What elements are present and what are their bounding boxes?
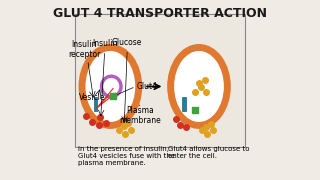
Text: GLUT 4 TRANSPORTER ACTION: GLUT 4 TRANSPORTER ACTION	[53, 7, 267, 20]
Text: Glucose: Glucose	[112, 38, 142, 47]
Text: Vesicle: Vesicle	[79, 93, 106, 102]
Ellipse shape	[82, 48, 139, 125]
FancyBboxPatch shape	[75, 14, 245, 147]
Text: Glut4: Glut4	[137, 82, 158, 91]
Text: Plasma
membrane: Plasma membrane	[119, 106, 161, 125]
Bar	[182, 97, 186, 111]
Ellipse shape	[101, 76, 121, 97]
Text: Insulin
receptor: Insulin receptor	[68, 40, 100, 59]
Bar	[94, 97, 97, 111]
Text: Insulin: Insulin	[92, 39, 117, 48]
Ellipse shape	[171, 48, 227, 125]
Text: In the presence of insulin,
Glut4 vesicles fuse with the
plasma membrane.: In the presence of insulin, Glut4 vesicl…	[77, 146, 175, 166]
Text: Glut4 allows glucose to
enter the cell.: Glut4 allows glucose to enter the cell.	[168, 146, 250, 159]
